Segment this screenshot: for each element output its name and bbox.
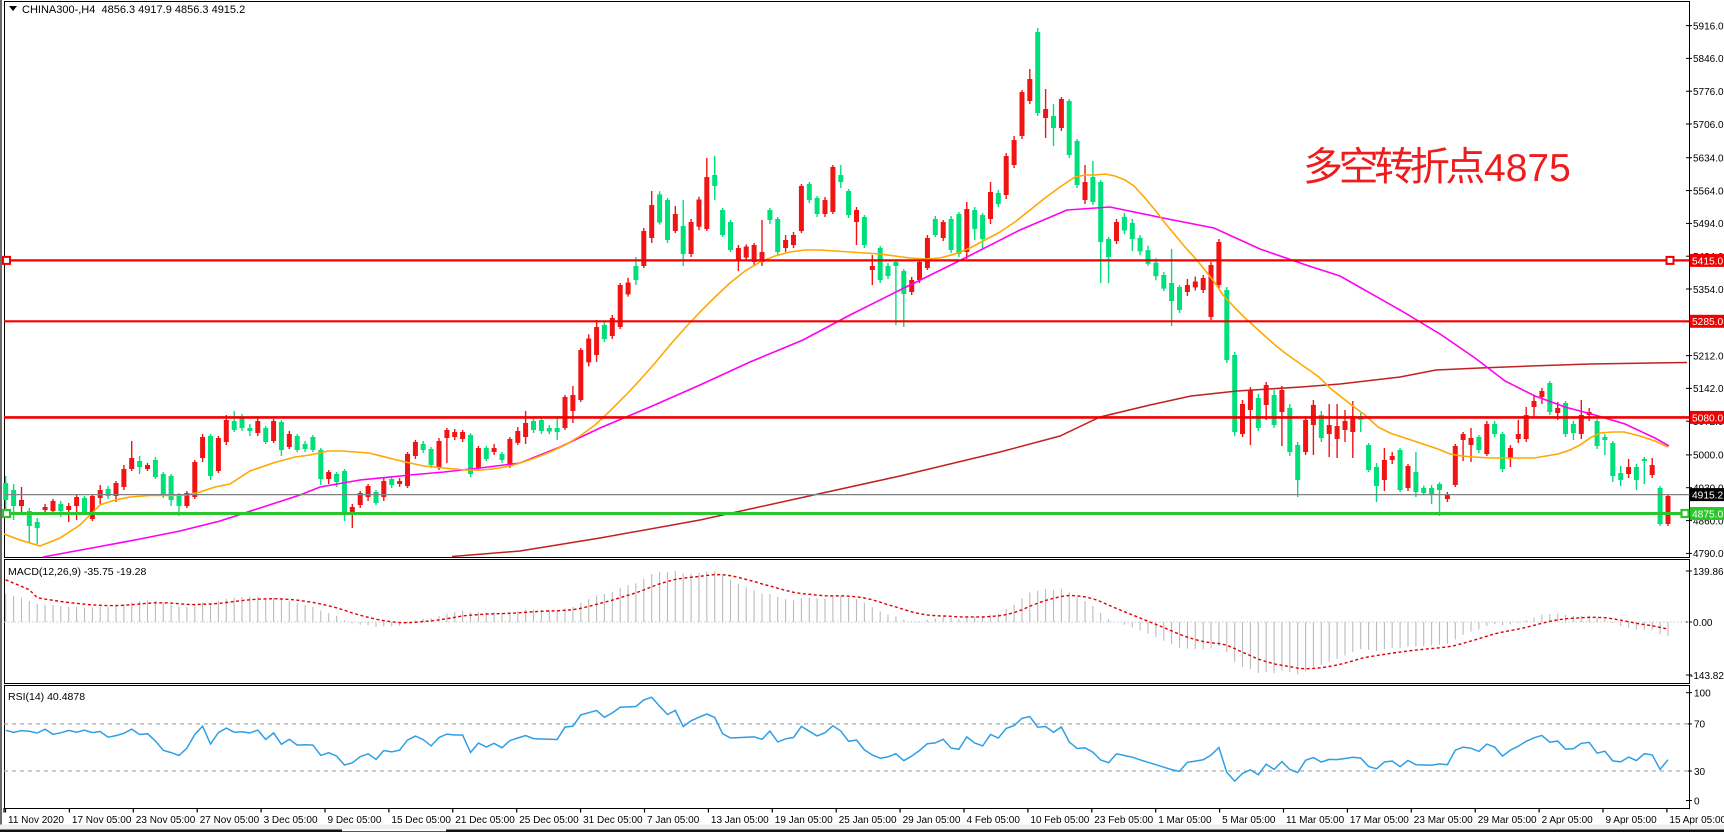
svg-text:5142.0: 5142.0 — [1693, 384, 1724, 395]
svg-text:4915.2: 4915.2 — [1692, 491, 1723, 502]
svg-text:23 Mar 05:00: 23 Mar 05:00 — [1414, 815, 1473, 826]
svg-text:19 Jan 05:00: 19 Jan 05:00 — [775, 815, 833, 826]
svg-text:100: 100 — [1694, 689, 1711, 700]
svg-text:29 Mar 05:00: 29 Mar 05:00 — [1478, 815, 1537, 826]
svg-text:5706.0: 5706.0 — [1693, 120, 1724, 131]
svg-text:5634.0: 5634.0 — [1693, 154, 1724, 165]
svg-text:30: 30 — [1694, 767, 1706, 778]
svg-text:17 Nov 05:00: 17 Nov 05:00 — [72, 815, 132, 826]
svg-text:CHINA300-,H4 4856.3 4917.9 48: CHINA300-,H4 4856.3 4917.9 4856.3 4915.2 — [22, 4, 245, 16]
svg-text:5080.0: 5080.0 — [1692, 413, 1723, 424]
svg-text:4 Feb 05:00: 4 Feb 05:00 — [967, 815, 1021, 826]
svg-text:5415.0: 5415.0 — [1692, 256, 1723, 267]
svg-text:5212.0: 5212.0 — [1693, 351, 1724, 362]
svg-text:23 Feb 05:00: 23 Feb 05:00 — [1094, 815, 1153, 826]
svg-text:5 Mar 05:00: 5 Mar 05:00 — [1222, 815, 1276, 826]
svg-text:5354.0: 5354.0 — [1693, 285, 1724, 296]
svg-text:139.86: 139.86 — [1693, 567, 1724, 578]
svg-text:13 Jan 05:00: 13 Jan 05:00 — [711, 815, 769, 826]
svg-text:-143.82: -143.82 — [1690, 671, 1724, 682]
svg-text:7 Jan 05:00: 7 Jan 05:00 — [647, 815, 700, 826]
svg-text:MACD(12,26,9) -35.75 -19.28: MACD(12,26,9) -35.75 -19.28 — [8, 566, 146, 578]
svg-text:25 Dec 05:00: 25 Dec 05:00 — [519, 815, 579, 826]
svg-text:9 Dec 05:00: 9 Dec 05:00 — [328, 815, 382, 826]
svg-text:15 Dec 05:00: 15 Dec 05:00 — [391, 815, 451, 826]
svg-text:10 Feb 05:00: 10 Feb 05:00 — [1030, 815, 1089, 826]
svg-text:5285.0: 5285.0 — [1692, 317, 1723, 328]
svg-text:23 Nov 05:00: 23 Nov 05:00 — [136, 815, 196, 826]
svg-text:5846.0: 5846.0 — [1693, 54, 1724, 65]
svg-text:0.00: 0.00 — [1693, 618, 1713, 629]
svg-text:11 Nov 2020: 11 Nov 2020 — [8, 815, 64, 826]
svg-text:70: 70 — [1694, 720, 1706, 731]
svg-text:5564.0: 5564.0 — [1693, 186, 1724, 197]
svg-text:1 Mar 05:00: 1 Mar 05:00 — [1158, 815, 1212, 826]
svg-text:2 Apr 05:00: 2 Apr 05:00 — [1542, 815, 1594, 826]
svg-text:29 Jan 05:00: 29 Jan 05:00 — [903, 815, 961, 826]
svg-text:21 Dec 05:00: 21 Dec 05:00 — [455, 815, 515, 826]
svg-text:11 Mar 05:00: 11 Mar 05:00 — [1286, 815, 1345, 826]
svg-text:27 Nov 05:00: 27 Nov 05:00 — [200, 815, 260, 826]
svg-text:5776.0: 5776.0 — [1693, 87, 1724, 98]
svg-text:5916.0: 5916.0 — [1693, 21, 1724, 32]
svg-text:5494.0: 5494.0 — [1693, 219, 1724, 230]
svg-text:4875: 4875 — [1484, 147, 1571, 190]
svg-text:17 Mar 05:00: 17 Mar 05:00 — [1350, 815, 1409, 826]
svg-text:15 Apr 05:00: 15 Apr 05:00 — [1669, 815, 1724, 826]
svg-text:RSI(14) 40.4878: RSI(14) 40.4878 — [8, 691, 85, 703]
svg-text:0: 0 — [1694, 796, 1700, 807]
svg-text:4790.0: 4790.0 — [1693, 549, 1724, 560]
svg-text:3 Dec 05:00: 3 Dec 05:00 — [264, 815, 318, 826]
svg-text:5000.0: 5000.0 — [1693, 451, 1724, 462]
svg-text:25 Jan 05:00: 25 Jan 05:00 — [839, 815, 897, 826]
svg-text:9 Apr 05:00: 9 Apr 05:00 — [1606, 815, 1658, 826]
svg-text:4860.0: 4860.0 — [1693, 516, 1724, 527]
svg-text:4875.0: 4875.0 — [1692, 509, 1723, 520]
svg-text:31 Dec 05:00: 31 Dec 05:00 — [583, 815, 643, 826]
